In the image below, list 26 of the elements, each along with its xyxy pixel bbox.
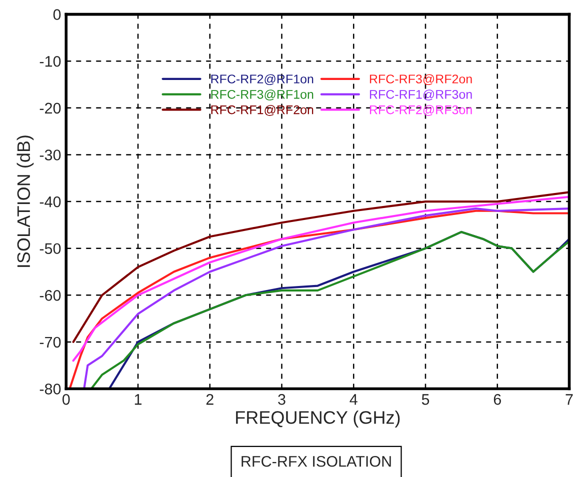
x-tick-label: 7 [566, 394, 573, 405]
y-tick-label: -20 [40, 102, 61, 114]
text: RFC-RFX ISOLATION [242, 456, 391, 467]
legend-label: RFC-RF3@RF1on [211, 90, 314, 100]
x-tick-label: 3 [278, 394, 286, 405]
legend-label: RFC-RF3@RF2on [370, 74, 472, 86]
x-tick-label: 0 [62, 394, 70, 405]
y-tick-label: -80 [40, 384, 61, 394]
x-tick-label: 2 [206, 394, 214, 405]
y-tick-label: -50 [40, 243, 61, 254]
x-tick-label: 4 [350, 394, 358, 405]
x-tick-label: 1 [134, 394, 142, 405]
legend-label: RFC-RF1@RF2on [211, 105, 314, 116]
y-tick-label: -70 [40, 336, 61, 348]
y-tick-label: -40 [40, 196, 61, 208]
x-tick-label: 5 [422, 394, 430, 405]
y-axis-title: ISOLATION (dB) [16, 136, 34, 267]
legend-label: RFC-RF2@RF1on [211, 74, 314, 86]
y-tick-label: -60 [40, 290, 61, 301]
x-axis-title: FREQUENCY (GHz) [236, 410, 400, 428]
y-tick-label: 0 [53, 9, 61, 20]
legend-label: RFC-RF2@RF3on [370, 105, 472, 116]
legend-label: RFC-RF1@RF3on [370, 90, 472, 100]
x-tick-label: 6 [494, 394, 501, 405]
y-tick-label: -30 [40, 150, 61, 160]
y-tick-label: -10 [40, 56, 61, 67]
